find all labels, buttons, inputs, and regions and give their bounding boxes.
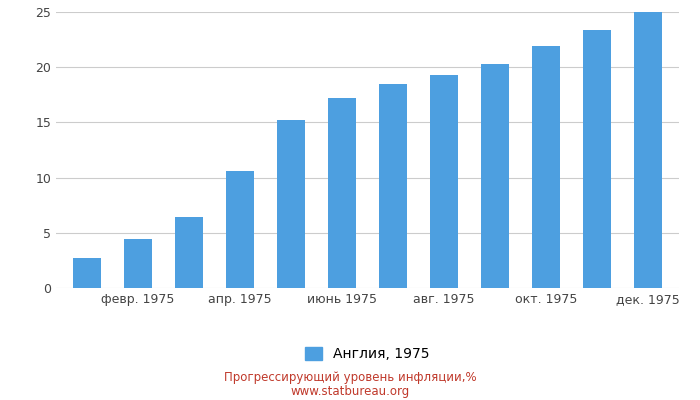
- Bar: [379, 84, 407, 288]
- Bar: [73, 258, 101, 288]
- Bar: [175, 217, 203, 288]
- Text: Прогрессирующий уровень инфляции,%: Прогрессирующий уровень инфляции,%: [224, 372, 476, 384]
- Text: www.statbureau.org: www.statbureau.org: [290, 386, 410, 398]
- Bar: [481, 64, 509, 288]
- Bar: [532, 46, 560, 288]
- Bar: [430, 75, 458, 288]
- Bar: [583, 30, 611, 288]
- Bar: [328, 98, 356, 288]
- Bar: [124, 240, 152, 288]
- Bar: [634, 12, 662, 288]
- Bar: [277, 120, 305, 288]
- Bar: [226, 171, 254, 288]
- Legend: Англия, 1975: Англия, 1975: [300, 342, 435, 367]
